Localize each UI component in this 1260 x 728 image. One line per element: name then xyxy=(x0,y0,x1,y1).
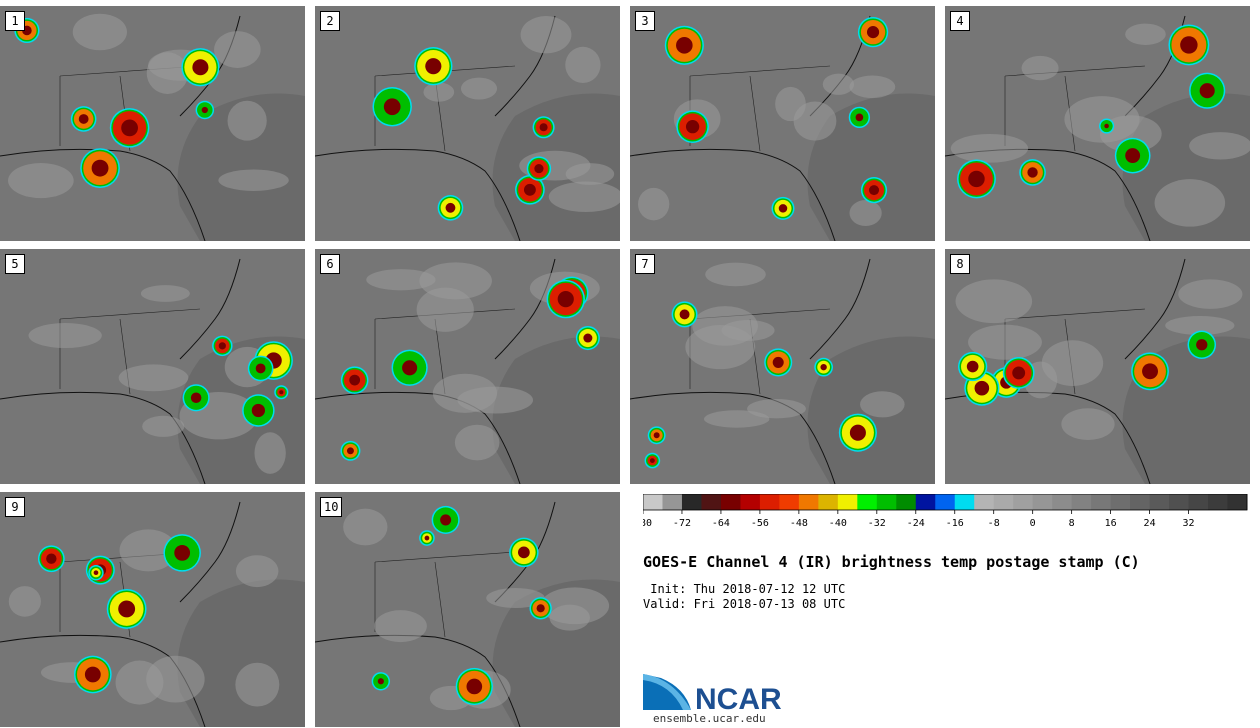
colorbar-tick-label: -16 xyxy=(946,518,964,529)
panel-number: 2 xyxy=(320,11,340,31)
colorbar-tick-label: -24 xyxy=(907,518,925,529)
map-panel-5: 5 xyxy=(0,249,305,484)
map-image xyxy=(315,6,620,241)
colorbar-segment xyxy=(759,494,780,510)
colorbar-tick-label: 32 xyxy=(1183,518,1195,529)
colorbar-segment xyxy=(643,494,663,510)
map-panel-6: 6 xyxy=(315,249,620,484)
colorbar-segment xyxy=(954,494,975,510)
colorbar-tick-label: 16 xyxy=(1105,518,1117,529)
colorbar-tick-label: -32 xyxy=(868,518,886,529)
map-panel-1: 1 xyxy=(0,6,305,241)
colorbar-segment xyxy=(818,494,839,510)
colorbar-segment xyxy=(1149,494,1170,510)
map-panel-2: 2 xyxy=(315,6,620,241)
colorbar-segment xyxy=(1032,494,1053,510)
colorbar-tick-label: -80 xyxy=(643,518,652,529)
colorbar-tick-label: 8 xyxy=(1069,518,1075,529)
colorbar-tick-label: -48 xyxy=(790,518,808,529)
init-time: Init: Thu 2018-07-12 12 UTC xyxy=(643,582,846,596)
map-image xyxy=(945,6,1250,241)
colorbar-tick-label: 0 xyxy=(1030,518,1036,529)
colorbar-segment xyxy=(1110,494,1131,510)
colorbar-segment xyxy=(1013,494,1034,510)
map-panel-10: 10 xyxy=(315,492,620,727)
colorbar-segment xyxy=(935,494,956,510)
colorbar-segment xyxy=(1130,494,1151,510)
colorbar-segment xyxy=(876,494,897,510)
panel-number: 9 xyxy=(5,497,25,517)
panel-number: 7 xyxy=(635,254,655,274)
colorbar-segment xyxy=(1227,494,1248,510)
map-image xyxy=(315,492,620,727)
colorbar-tick-label: -72 xyxy=(673,518,691,529)
colorbar-tick-label: -56 xyxy=(751,518,769,529)
colorbar-segment xyxy=(1071,494,1092,510)
panel-number: 10 xyxy=(320,497,343,517)
figure-title: GOES-E Channel 4 (IR) brightness temp po… xyxy=(643,553,1140,571)
map-panel-7: 7 xyxy=(630,249,935,484)
colorbar-segment xyxy=(798,494,819,510)
map-image xyxy=(630,249,935,484)
map-image xyxy=(0,6,305,241)
logo-url: ensemble.ucar.edu xyxy=(653,712,766,725)
panel-number: 8 xyxy=(950,254,970,274)
ncar-logo: NCAR xyxy=(643,674,782,716)
panel-number: 4 xyxy=(950,11,970,31)
panel-number: 3 xyxy=(635,11,655,31)
map-image xyxy=(0,492,305,727)
map-image xyxy=(945,249,1250,484)
map-panel-9: 9 xyxy=(0,492,305,727)
colorbar-segment xyxy=(1208,494,1229,510)
logo-text: NCAR xyxy=(695,683,782,716)
colorbar-tick-label: 24 xyxy=(1144,518,1156,529)
colorbar-segment xyxy=(720,494,741,510)
map-panel-4: 4 xyxy=(945,6,1250,241)
colorbar-segment xyxy=(662,494,683,510)
colorbar-segment xyxy=(1188,494,1209,510)
colorbar-segment xyxy=(1052,494,1073,510)
colorbar-segment xyxy=(779,494,800,510)
panel-number: 5 xyxy=(5,254,25,274)
map-image xyxy=(630,6,935,241)
colorbar-segment xyxy=(1091,494,1112,510)
valid-time: Valid: Fri 2018-07-13 08 UTC xyxy=(643,597,846,611)
colorbar-segment xyxy=(896,494,917,510)
map-panel-8: 8 xyxy=(945,249,1250,484)
map-panel-3: 3 xyxy=(630,6,935,241)
colorbar-segment xyxy=(837,494,858,510)
colorbar-segment xyxy=(993,494,1014,510)
colorbar-segment xyxy=(1169,494,1190,510)
panel-number: 6 xyxy=(320,254,340,274)
colorbar-tick-label: -40 xyxy=(829,518,847,529)
colorbar-segment xyxy=(857,494,878,510)
colorbar-segment xyxy=(681,494,702,510)
map-image xyxy=(315,249,620,484)
colorbar-segment xyxy=(740,494,761,510)
map-image xyxy=(0,249,305,484)
colorbar-segment xyxy=(974,494,995,510)
colorbar-segment xyxy=(915,494,936,510)
colorbar-tick-label: -64 xyxy=(712,518,730,529)
colorbar-segment xyxy=(701,494,722,510)
colorbar-tick-label: -8 xyxy=(988,518,1000,529)
panel-number: 1 xyxy=(5,11,25,31)
